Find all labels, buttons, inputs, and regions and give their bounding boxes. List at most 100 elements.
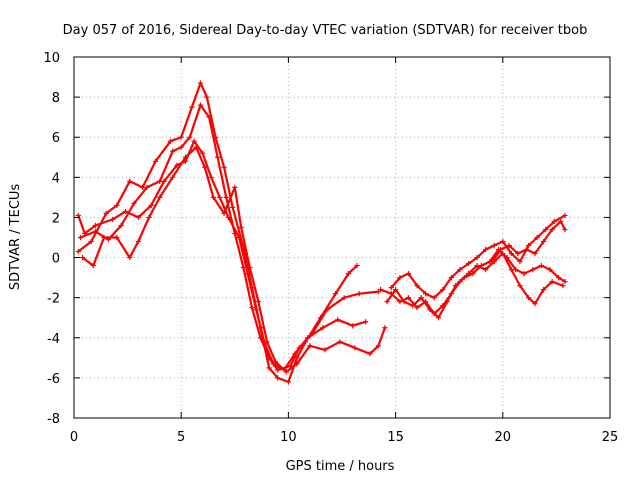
data-point-marker [341, 295, 347, 301]
y-tick-label: 6 [52, 131, 60, 146]
y-axis-label: SDTVAR / TECUs [8, 184, 23, 291]
data-point-marker [532, 301, 538, 307]
y-tick-label: -6 [47, 372, 60, 387]
data-point-marker [352, 345, 358, 351]
series-line [385, 248, 567, 319]
data-point-marker [178, 144, 184, 150]
data-point-marker [170, 174, 176, 180]
data-point-marker [508, 266, 514, 273]
data-point-marker [206, 114, 212, 120]
data-point-marker [418, 295, 424, 301]
data-point-marker [377, 287, 384, 293]
data-point-marker [292, 351, 298, 357]
data-point-marker [275, 375, 281, 381]
data-point-marker [431, 295, 437, 301]
data-point-marker [294, 361, 300, 367]
data-point-marker [431, 311, 437, 317]
data-point-marker [414, 283, 420, 289]
y-tick-label: 0 [52, 252, 60, 267]
data-point-marker [275, 367, 281, 373]
data-point-marker [210, 194, 216, 200]
y-tick-label: 4 [52, 171, 60, 186]
series-line [491, 220, 567, 263]
data-point-marker [193, 144, 199, 150]
data-point-marker [114, 234, 120, 241]
data-point-marker [521, 271, 527, 277]
data-point-marker [562, 212, 568, 219]
data-point-marker [197, 102, 204, 108]
data-point-marker [191, 138, 197, 144]
data-point-marker [77, 234, 84, 241]
x-axis-label: GPS time / hours [286, 459, 395, 474]
data-point-marker [157, 194, 163, 200]
data-point-marker [146, 214, 152, 221]
data-point-marker [491, 242, 497, 249]
data-point-marker [208, 174, 214, 180]
data-point-marker [204, 94, 210, 100]
series-sat-b [77, 102, 382, 373]
data-point-marker [474, 262, 480, 269]
data-point-marker [75, 248, 81, 255]
data-point-marker [414, 305, 420, 311]
data-point-marker [135, 214, 141, 221]
data-point-marker [337, 339, 343, 345]
data-point-marker [266, 365, 272, 371]
data-point-marker [362, 319, 369, 325]
data-point-marker [127, 254, 133, 261]
series-sat-a [75, 80, 360, 385]
y-tick-label: 2 [52, 211, 60, 226]
data-point-marker [448, 291, 454, 297]
data-point-marker [253, 307, 259, 313]
data-point-marker [202, 164, 208, 170]
data-point-marker [135, 238, 141, 245]
data-point-marker [532, 250, 538, 257]
series-sat-d [79, 144, 388, 375]
data-point-marker [144, 184, 150, 190]
data-point-marker [405, 271, 412, 277]
data-point-marker [558, 218, 564, 225]
data-point-marker [230, 204, 236, 211]
data-point-marker [322, 347, 328, 353]
data-point-marker [367, 351, 373, 357]
data-point-marker [240, 264, 246, 271]
data-point-marker [170, 148, 176, 154]
data-point-marker [517, 283, 523, 289]
data-point-marker [90, 262, 96, 269]
data-point-marker [350, 323, 356, 329]
data-point-marker [223, 194, 229, 200]
data-point-marker [393, 287, 399, 293]
data-point-marker [238, 224, 244, 231]
data-point-marker [562, 226, 568, 233]
data-point-marker [465, 271, 472, 277]
data-point-marker [285, 379, 291, 385]
data-point-marker [540, 238, 547, 245]
data-point-marker [103, 210, 109, 217]
data-point-marker [221, 210, 227, 217]
data-point-marker [92, 228, 99, 235]
data-point-marker [249, 305, 255, 311]
y-tick-label: -4 [47, 332, 60, 347]
series-line [79, 104, 380, 371]
x-tick-label: 0 [70, 430, 78, 445]
y-tick-label: 8 [52, 91, 60, 106]
data-point-marker [547, 266, 553, 273]
data-point-marker [197, 80, 204, 86]
x-tick-label: 5 [177, 430, 185, 445]
x-tick-label: 20 [495, 430, 512, 445]
data-point-marker [375, 343, 382, 349]
data-point-marker [423, 291, 429, 297]
data-point-marker [397, 299, 403, 305]
data-point-marker [525, 295, 532, 301]
data-layer [75, 80, 568, 385]
data-point-marker [200, 150, 206, 156]
plot-frame [73, 56, 611, 419]
data-point-marker [549, 226, 555, 233]
y-tick-label: 10 [43, 51, 60, 66]
series-sat-g [377, 250, 566, 317]
x-tick-label: 10 [280, 430, 297, 445]
data-point-marker [189, 104, 195, 110]
data-point-marker [178, 134, 184, 140]
data-point-marker [435, 315, 442, 321]
data-point-marker [540, 287, 547, 293]
data-point-marker [530, 266, 536, 273]
